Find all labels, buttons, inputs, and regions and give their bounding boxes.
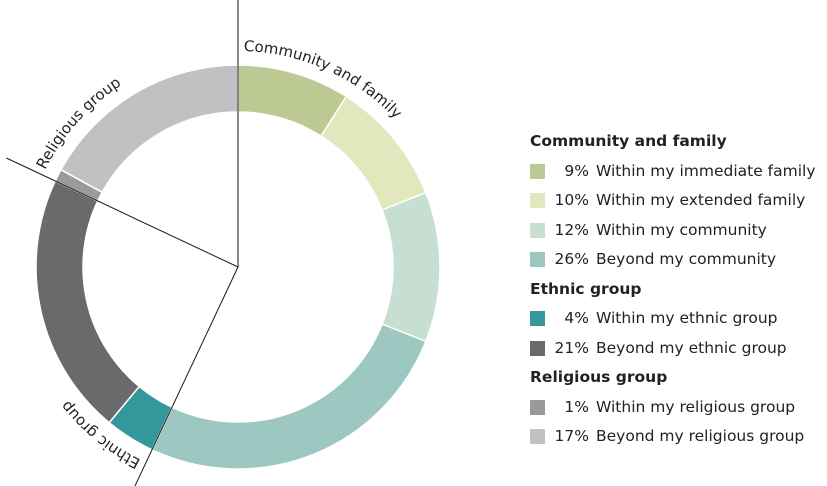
group-divider-religious-group [6,157,239,268]
legend-label: Beyond my religious group [596,427,805,445]
legend-item-within-my-religious-group: 1% Within my religious group [530,393,816,423]
donut-slice-within-my-community [381,191,441,343]
legend-percent: 10% [554,191,589,209]
legend-group-community-and-family: Community and family [530,132,727,150]
legend-item-within-my-community: 12% Within my community [530,216,816,246]
legend-percent: 4% [564,309,589,327]
legend-label: Within my ethnic group [596,309,778,327]
legend-swatch [530,399,545,415]
legend-percent: 17% [554,427,589,445]
legend-percent: 21% [554,338,589,357]
legend-swatch [530,222,545,238]
legend-percent: 1% [564,397,589,416]
legend-swatch [530,311,545,327]
legend-item-beyond-my-community: 26% Beyond my community [530,245,816,275]
legend-swatch [530,193,545,209]
legend-label: Beyond my ethnic group [596,338,787,357]
legend-swatch [530,429,545,445]
legend-label: Within my immediate family [596,161,816,180]
group-divider-ethnic-group [134,266,239,486]
legend-item-within-my-extended-family: 10% Within my extended family [530,186,816,216]
legend: Community and family 9% Within my immediat… [530,127,816,452]
legend-item-beyond-my-ethnic-group: 21% Beyond my ethnic group [530,334,816,364]
donut-slice-within-my-extended-family [320,95,427,211]
legend-label: Within my community [596,220,767,239]
legend-swatch [530,163,545,179]
legend-swatch [530,340,545,356]
legend-label: Beyond my community [596,250,777,268]
legend-percent: 9% [564,161,589,180]
legend-percent: 12% [554,220,589,239]
legend-group-ethnic-group: Ethnic group [530,279,642,298]
legend-percent: 26% [554,250,589,268]
legend-label: Within my extended family [596,191,806,209]
donut-slice-beyond-my-community [150,323,427,470]
donut-slice-beyond-my-ethnic-group [35,179,141,424]
legend-item-beyond-my-religious-group: 17% Beyond my religious group [530,422,816,452]
legend-item-within-my-immediate-family: 9% Within my immediate family [530,157,816,187]
legend-item-within-my-ethnic-group: 4% Within my ethnic group [530,304,816,334]
legend-group-religious-group: Religious group [530,368,668,386]
legend-swatch [530,252,545,268]
legend-label: Within my religious group [596,397,796,416]
donut-slice-beyond-my-religious-group [59,64,239,194]
